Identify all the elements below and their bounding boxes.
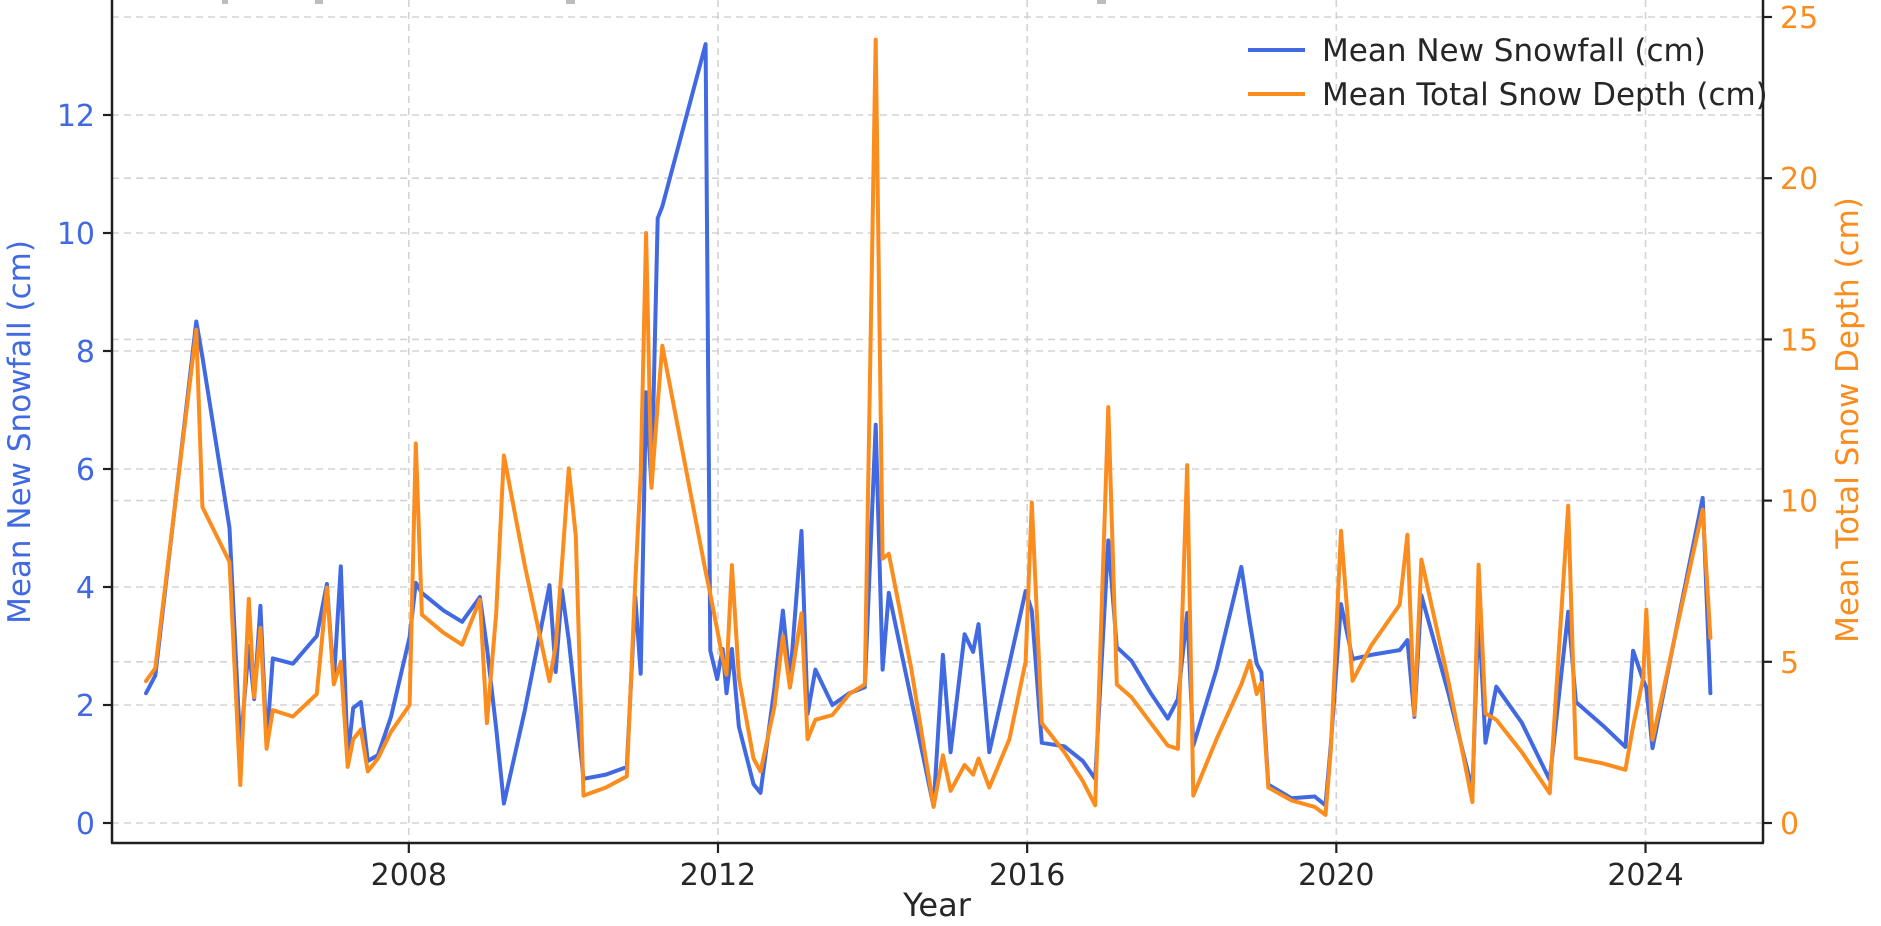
x-axis-ticks: 2008 2012 2016 2020 2024 [371,843,1684,893]
right-axis-title: Mean Total Snow Depth (cm) [1830,197,1866,643]
x-tick-label: 2012 [680,858,756,893]
series-mean-new-snowfall-line [144,42,1713,809]
x-axis-title: Year [902,886,972,924]
cropped-title-fragment [222,0,228,4]
left-tick-label: 4 [76,571,95,606]
right-tick-label: 5 [1780,646,1799,681]
series-mean-total-snow-depth-line [144,37,1713,817]
right-tick-label: 10 [1780,485,1818,520]
x-tick-label: 2020 [1298,858,1374,893]
left-axis-ticks: 0 2 4 6 8 10 12 [57,99,112,842]
legend: Mean New Snowfall (cm) Mean Total Snow D… [1248,33,1768,113]
right-tick-label: 20 [1780,162,1818,197]
right-tick-label: 0 [1780,807,1799,842]
right-axis-gridlines [112,16,1763,663]
x-tick-label: 2016 [989,858,1065,893]
legend-label-total-depth: Mean Total Snow Depth (cm) [1322,77,1768,113]
cropped-title-fragment [315,0,323,4]
left-tick-label: 6 [76,453,95,488]
x-gridlines [408,0,1647,843]
left-tick-label: 10 [57,217,95,252]
x-tick-label: 2024 [1607,858,1683,893]
legend-label-new-snowfall: Mean New Snowfall (cm) [1322,33,1706,69]
left-tick-label: 12 [57,99,95,134]
left-axis-title: Mean New Snowfall (cm) [2,240,38,624]
cropped-title-fragment [1097,0,1106,4]
right-tick-label: 15 [1780,323,1818,358]
right-axis-ticks: 0 5 10 15 20 25 [1763,1,1818,842]
left-tick-label: 0 [76,807,95,842]
axes-spines [110,0,1765,845]
left-tick-label: 8 [76,335,95,370]
right-tick-label: 25 [1780,1,1818,36]
left-tick-label: 2 [76,689,95,724]
cropped-title-fragment [566,0,575,4]
x-tick-label: 2008 [371,858,447,893]
